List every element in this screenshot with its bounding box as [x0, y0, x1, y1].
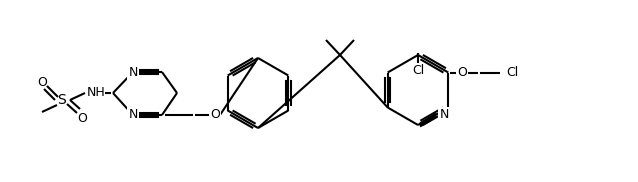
Text: S: S: [57, 93, 66, 107]
Text: O: O: [457, 66, 467, 79]
Text: N: N: [440, 108, 449, 122]
Text: O: O: [210, 108, 220, 122]
Text: N: N: [128, 108, 138, 122]
Text: O: O: [37, 76, 47, 88]
Text: Cl: Cl: [412, 64, 424, 78]
Text: NH: NH: [87, 86, 105, 100]
Text: N: N: [128, 66, 138, 78]
Text: Cl: Cl: [506, 66, 519, 79]
Text: O: O: [77, 112, 87, 124]
